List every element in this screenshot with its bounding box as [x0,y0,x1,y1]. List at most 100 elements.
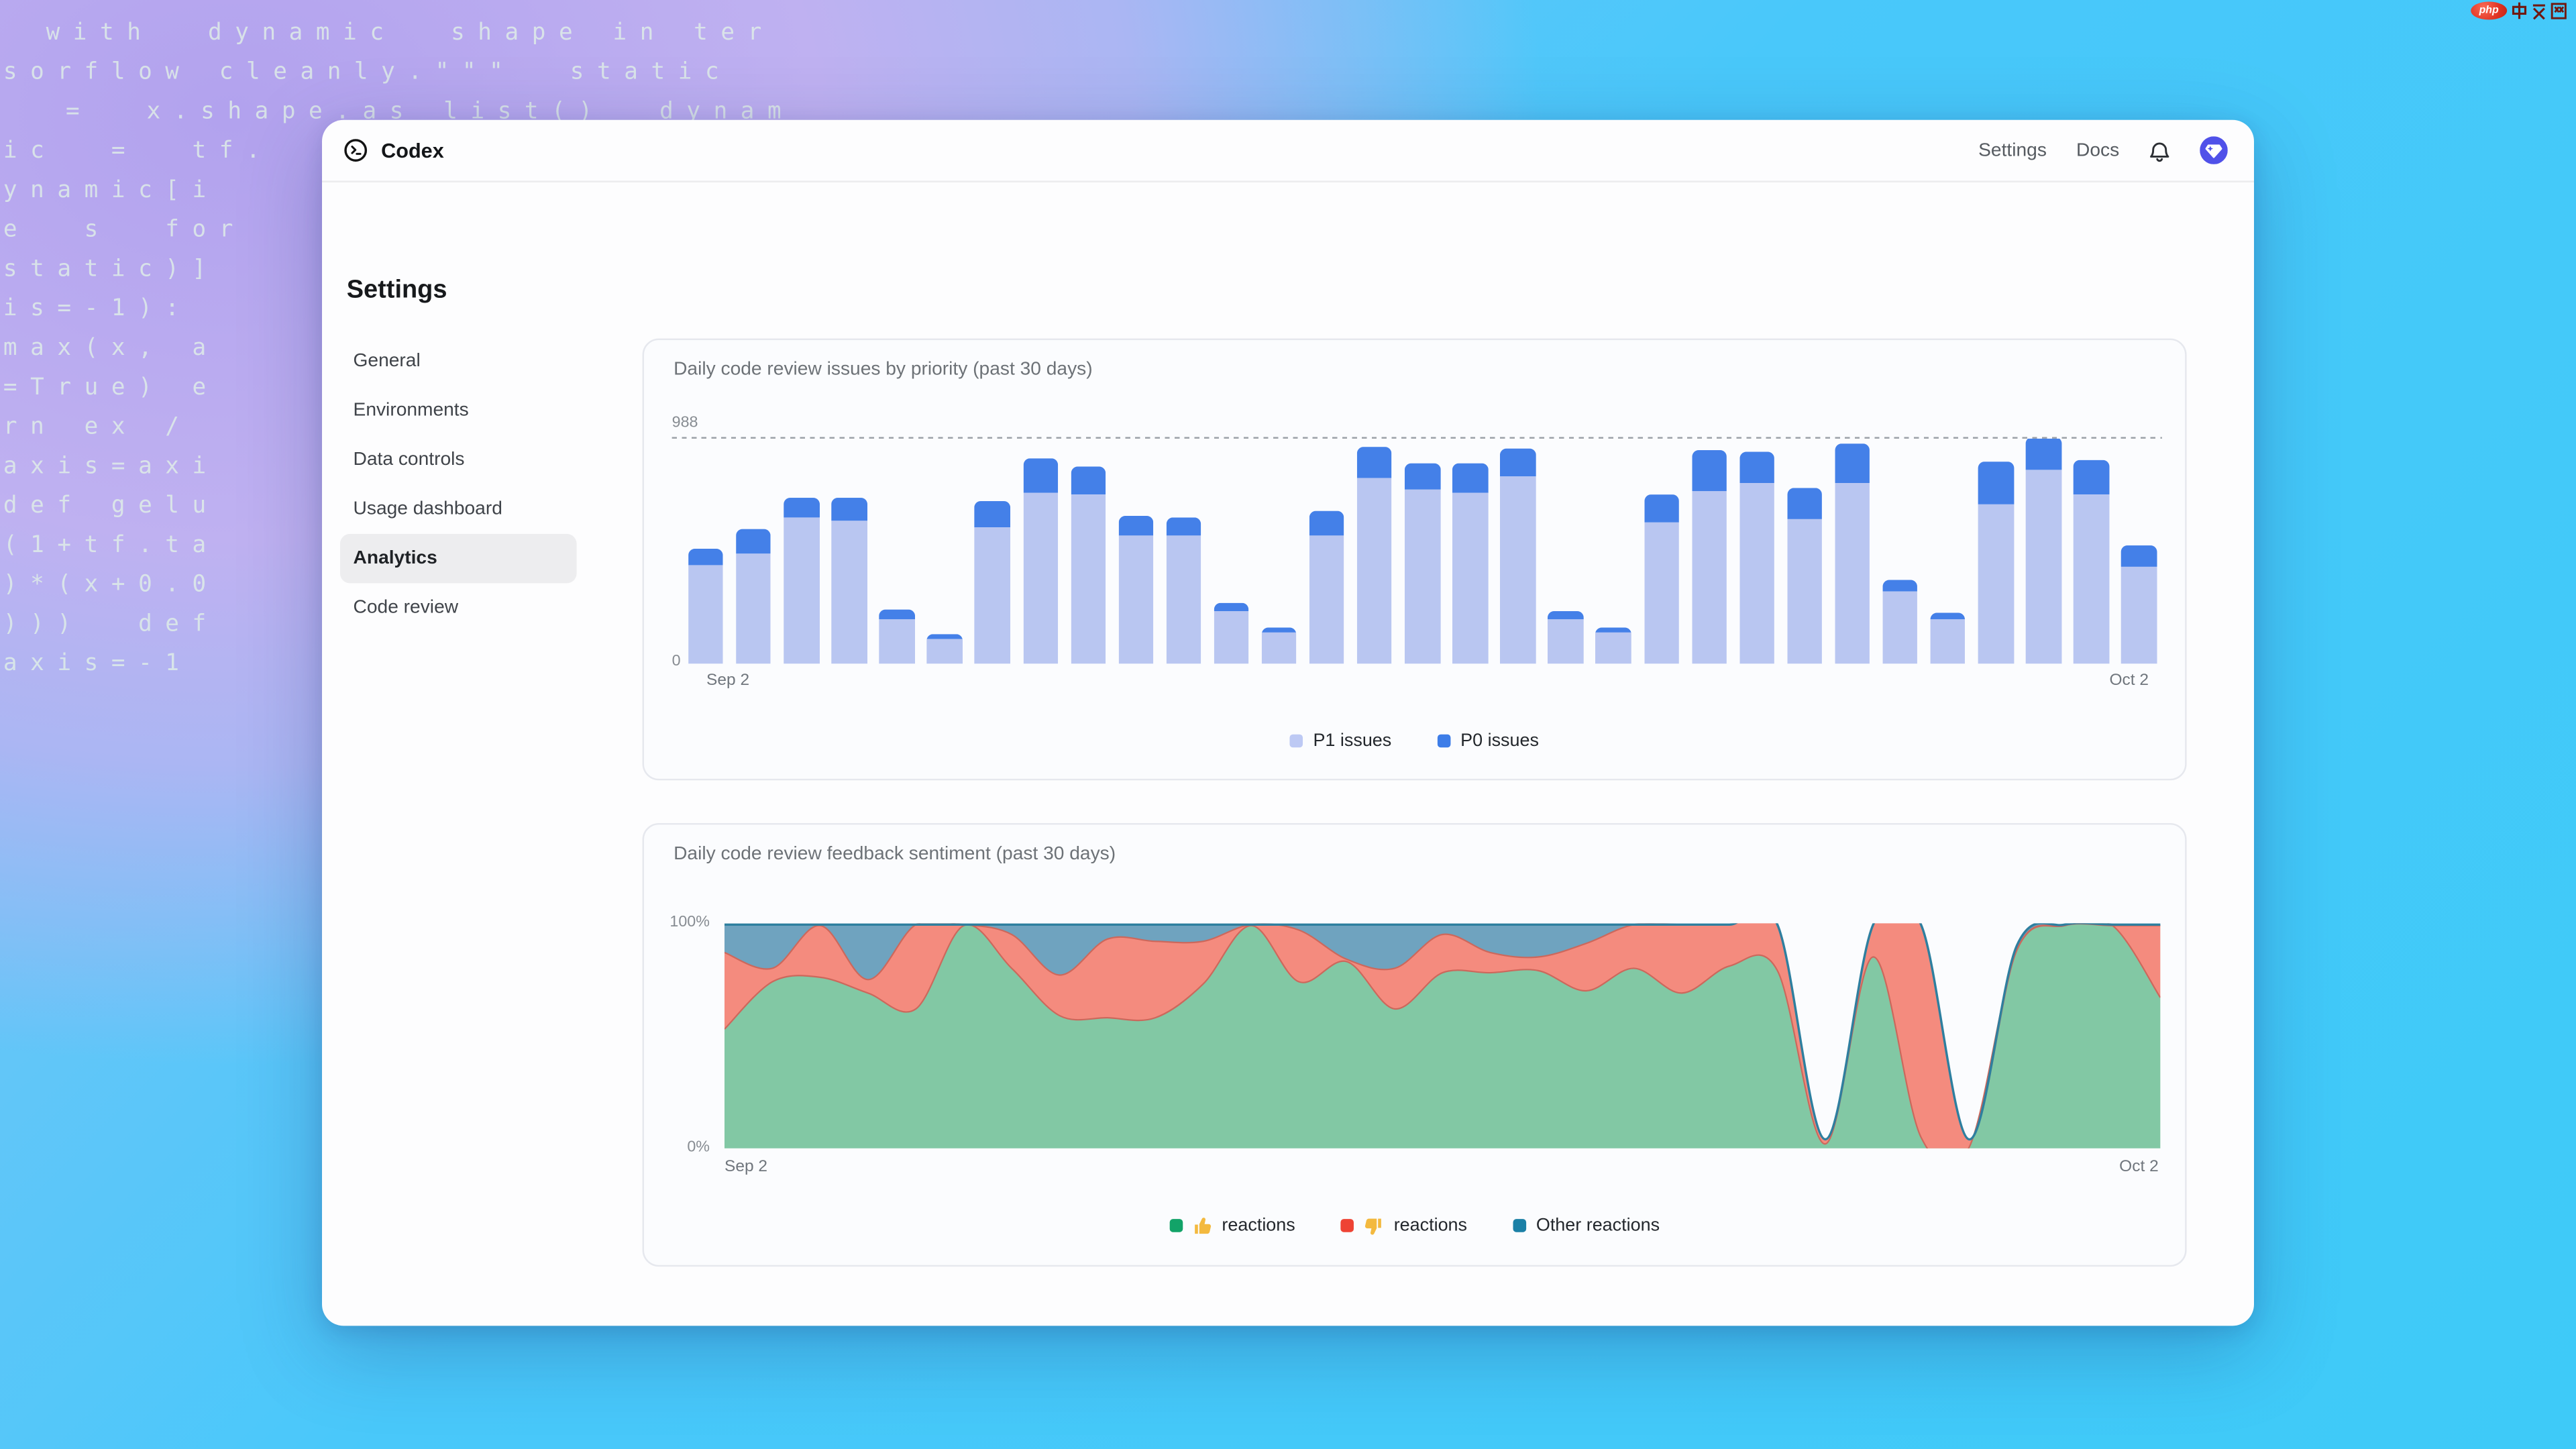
priority-bar [1548,612,1584,664]
p0-segment [1357,447,1393,478]
ytick-100pct: 100% [669,913,710,932]
legend-item: P1 issues [1290,731,1391,751]
nav-link-docs[interactable]: Docs [2076,140,2120,160]
priority-bar [1882,580,1918,664]
priority-bar [1930,612,1966,664]
background-code-line: with dynamic shape in ter [46,19,775,46]
app-window: Codex Settings Docs Settings General Envi… [322,119,2255,1326]
sidebar-item-analytics[interactable]: Analytics [339,533,577,584]
legend-item: Other reactions [1513,1216,1660,1236]
thumbs-up-icon [1194,1218,1211,1234]
settings-page: Settings General Environments Data control… [322,182,2254,1326]
p1-segment [1261,633,1297,664]
p0-segment [1691,449,1727,491]
thumbs-up-line [724,923,2161,1148]
priority-bar [688,547,724,664]
cjk-glyph-zhong [2512,2,2527,19]
xtick-sep2: Sep 2 [706,672,750,690]
legend-swatch [1513,1219,1527,1232]
sparkle-icon [2207,146,2214,152]
p0-segment [831,498,867,521]
thumbs-down-area [724,923,2161,1148]
priority-bar [2074,460,2109,664]
background-code-line: def gelu [3,492,219,519]
background-code-line: axis=-1 [3,650,193,677]
p0-segment [1548,612,1584,619]
avatar[interactable] [2200,136,2228,164]
priority-bar [1166,517,1201,664]
p1-segment [975,527,1010,664]
priority-bar [1118,516,1154,664]
priority-bar [2121,545,2157,664]
p1-segment [1405,490,1440,664]
watermark-site-text [2510,1,2568,20]
background-code-line: ynamic[i [3,177,219,204]
nav-link-settings[interactable]: Settings [1978,140,2047,160]
p0-segment [688,547,724,565]
priority-bar [1739,452,1775,664]
p1-segment [1118,535,1154,664]
priority-bar [1022,458,1058,664]
p0-segment [1118,516,1154,535]
background-code-line: sorflow cleanly.""" static [3,59,733,86]
p0-segment [1022,458,1058,494]
priority-bar [1357,447,1393,664]
p0-segment [1452,463,1488,493]
p0-segment [1786,488,1823,519]
p1-segment [1835,482,1870,664]
p1-segment [736,553,771,664]
other-reactions-area [724,923,2161,1140]
p0-segment [2121,545,2157,567]
background-code-line: axis=axi [3,453,219,480]
legend-label: reactions [1222,1216,1295,1236]
p1-segment [1739,482,1775,664]
p0-segment [1930,612,1966,621]
envelope-line [724,923,2161,1141]
p1-segment [1022,493,1058,664]
p1-segment [1596,632,1631,664]
priority-bar [975,501,1010,664]
thumbs-down-icon [1365,1218,1382,1235]
p0-segment [1739,452,1775,483]
bell-icon[interactable] [2149,139,2170,162]
sentiment-chart-title: Daily code review feedback sentiment (pa… [674,844,1116,865]
p1-segment [1691,490,1727,664]
p1-segment [1548,619,1584,664]
gridline-988 [672,437,2162,439]
background-code-line: e s for [3,217,247,244]
sidebar-item-code-review[interactable]: Code review [353,598,459,618]
priority-bar [1596,627,1631,664]
legend-label: reactions [1393,1216,1468,1236]
legend-swatch [1341,1219,1354,1232]
ytick-0: 0 [672,652,681,671]
sidebar-item-general[interactable]: General [353,352,421,372]
cjk-glyph-wang [2551,3,2567,19]
sidebar-item-environments[interactable]: Environments [353,400,469,421]
p0-segment [1261,628,1297,633]
xtick2-sep2: Sep 2 [724,1158,768,1177]
brand[interactable]: Codex [343,138,444,163]
sentiment-legend: reactions reactions Other reactions [644,1216,2185,1236]
legend-item: reactions [1341,1216,1468,1236]
sentiment-chart-panel: Daily code review feedback sentiment (pa… [642,822,2187,1267]
sidebar-item-data-controls[interactable]: Data controls [353,450,465,470]
ytick-988: 988 [672,414,698,433]
p0-segment [1978,462,2014,504]
p1-segment [1357,478,1393,664]
background-code-line: ))) def [3,611,219,638]
p1-segment [1500,477,1536,664]
legend-item: reactions [1169,1216,1295,1236]
priority-bar [1214,603,1249,664]
p0-segment [1309,510,1345,536]
sidebar-item-usage-dashboard[interactable]: Usage dashboard [353,499,502,519]
background-code-line: )*(x+0.0 [3,572,219,598]
p1-segment [1309,535,1345,664]
p0-segment [879,609,915,619]
priority-bars [688,437,2157,664]
p1-segment [1786,519,1823,664]
p0-segment [784,497,819,517]
p0-segment [1405,463,1440,490]
p0-segment [2026,437,2061,470]
priority-bar [1644,493,1679,664]
